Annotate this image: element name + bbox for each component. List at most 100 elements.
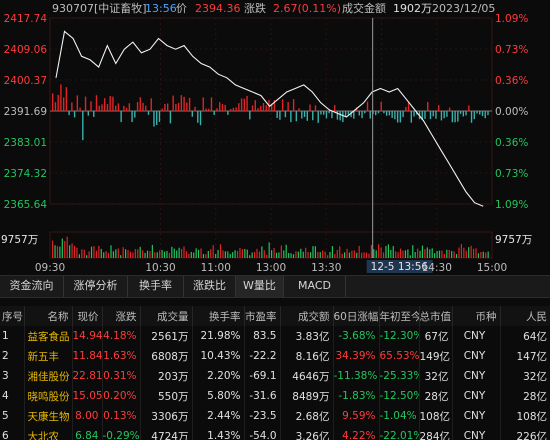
price-tick-label: 2417.74 <box>4 13 48 25</box>
intraday-chart[interactable]: 930707[中证畜牧] 13:56 价 2394.36 涨跌 2.67(0.1… <box>0 0 550 275</box>
momentum-bar-down <box>147 111 150 115</box>
cell-change: 1.63% <box>101 346 140 366</box>
cell-currency: CNY <box>451 406 500 426</box>
volume-bar <box>222 250 224 258</box>
table-row[interactable]: 6 大北农 6.84 -0.29% 4724万 1.43% -54.0 3.26… <box>0 426 550 440</box>
volume-bar <box>168 252 170 258</box>
momentum-bar-up <box>166 103 169 111</box>
volume-bar <box>78 254 80 258</box>
volume-bar <box>246 249 248 258</box>
momentum-bar-up <box>180 95 183 111</box>
volume-bar <box>249 255 251 258</box>
volume-bar <box>392 246 394 258</box>
tab-capital-flow[interactable]: 资金流向 <box>0 276 64 297</box>
col-header-turnover-rate[interactable]: 换手率 <box>191 306 244 326</box>
table-row[interactable]: 3 湘佳股份 22.81 0.31% 203万 2.20% -69.1 4646… <box>0 366 550 386</box>
momentum-bar-down <box>342 111 344 123</box>
momentum-bar-up <box>136 102 139 111</box>
volume-bar <box>417 248 419 258</box>
cell-change: 0.13% <box>101 406 140 426</box>
volume-bar <box>144 252 146 258</box>
volume-bar <box>176 250 178 258</box>
momentum-bar-up <box>216 108 218 111</box>
momentum-bar-up <box>104 98 106 111</box>
cell-currency: CNY <box>451 366 500 386</box>
volume-bar <box>312 246 314 258</box>
cell-market-cap: 284亿 <box>418 426 452 440</box>
volume-bar <box>421 245 424 258</box>
volume-bar <box>149 251 151 258</box>
momentum-bar-up <box>240 98 243 111</box>
table-row[interactable]: 5 天康生物 8.00 0.13% 3306万 2.44% -23.5 2.68… <box>0 406 550 426</box>
momentum-bar-down <box>377 111 380 114</box>
turnover-label: 成交金额 <box>342 1 386 15</box>
momentum-bar-up <box>380 101 382 111</box>
cell-rmb: 32亿 <box>499 366 550 386</box>
cell-name: 新五丰 <box>23 346 72 366</box>
volume-max-label-right: 9757万 <box>495 234 532 246</box>
momentum-bar-up <box>273 100 276 111</box>
momentum-bar-up <box>52 93 54 111</box>
cell-market-cap: 28亿 <box>418 386 452 406</box>
col-header-amount[interactable]: 成交额 <box>279 306 333 326</box>
col-header-name[interactable]: 名称 <box>23 306 72 326</box>
cell-turnover-rate: 1.43% <box>191 426 244 440</box>
momentum-bar-up <box>109 96 111 111</box>
momentum-bar-up <box>84 96 87 111</box>
momentum-bar-up <box>194 106 196 111</box>
momentum-bar-down <box>353 111 355 119</box>
table-row[interactable]: 4 晓鸣股份 15.05 0.20% 550万 5.80% -31.6 8489… <box>0 386 550 406</box>
volume-bar <box>358 245 360 258</box>
col-header-change[interactable]: 涨跌 <box>101 306 140 326</box>
momentum-bar-up <box>287 101 289 111</box>
index-code-name: 930707[中证畜牧] <box>52 1 147 15</box>
momentum-bar-down <box>487 111 489 116</box>
volume-bar <box>115 249 117 258</box>
momentum-bar-up <box>246 95 248 111</box>
momentum-bar-down <box>476 111 478 114</box>
momentum-bar-up <box>98 105 100 111</box>
cell-change: 0.31% <box>101 366 140 386</box>
cell-turnover-rate: 10.43% <box>191 346 244 366</box>
cell-pe: -31.6 <box>243 386 280 406</box>
momentum-bar-up <box>161 108 163 111</box>
momentum-bar-down <box>320 111 322 115</box>
table-row[interactable]: 1 益客食品 14.94 4.18% 2561万 21.98% 83.5 3.8… <box>0 326 550 346</box>
col-header-currency[interactable]: 币种 <box>451 306 500 326</box>
col-header-price[interactable]: 现价 <box>71 306 102 326</box>
col-header-index[interactable]: 序号 <box>0 306 24 326</box>
momentum-bar-up <box>106 104 109 111</box>
col-header-rmb[interactable]: 人民 <box>499 306 550 326</box>
col-header-60d[interactable]: 60日涨幅 <box>332 306 379 326</box>
volume-bar <box>436 250 438 258</box>
momentum-bar-up <box>243 98 246 111</box>
momentum-bar-up <box>175 103 177 111</box>
volume-bar <box>292 254 295 258</box>
volume-bar <box>132 252 134 258</box>
cell-currency: CNY <box>451 386 500 406</box>
volume-bar <box>407 249 409 258</box>
tab-limit-up-analysis[interactable]: 涨停分析 <box>64 276 128 297</box>
col-header-volume[interactable]: 成交量 <box>139 306 192 326</box>
tab-macd[interactable]: MACD <box>284 276 346 297</box>
col-header-pe[interactable]: 市盈率 <box>243 306 280 326</box>
momentum-bar-down <box>301 111 303 119</box>
momentum-bar-down <box>394 111 396 120</box>
col-header-ytd[interactable]: 年初至今 <box>378 306 419 326</box>
momentum-bar-up <box>79 107 81 111</box>
indicator-tabs: 资金流向 涨停分析 换手率 涨跌比 W量比 MACD <box>0 275 550 298</box>
volume-bar <box>326 255 329 258</box>
volume-bar <box>434 253 436 258</box>
volume-bar <box>390 249 392 258</box>
momentum-bar-up <box>468 105 470 111</box>
volume-bar <box>351 250 353 258</box>
tab-w-volume-ratio[interactable]: W量比 <box>236 276 284 297</box>
momentum-bar-down <box>446 111 448 117</box>
tab-advance-decline[interactable]: 涨跌比 <box>184 276 236 297</box>
col-header-market-cap[interactable]: 总市值 <box>418 306 452 326</box>
volume-bar <box>256 248 258 258</box>
tab-turnover-rate[interactable]: 换手率 <box>128 276 184 297</box>
table-row[interactable]: 2 新五丰 11.84 1.63% 6808万 10.43% -22.2 8.1… <box>0 346 550 366</box>
volume-bar <box>180 248 183 258</box>
cell-60d: -11.38% <box>332 366 379 386</box>
